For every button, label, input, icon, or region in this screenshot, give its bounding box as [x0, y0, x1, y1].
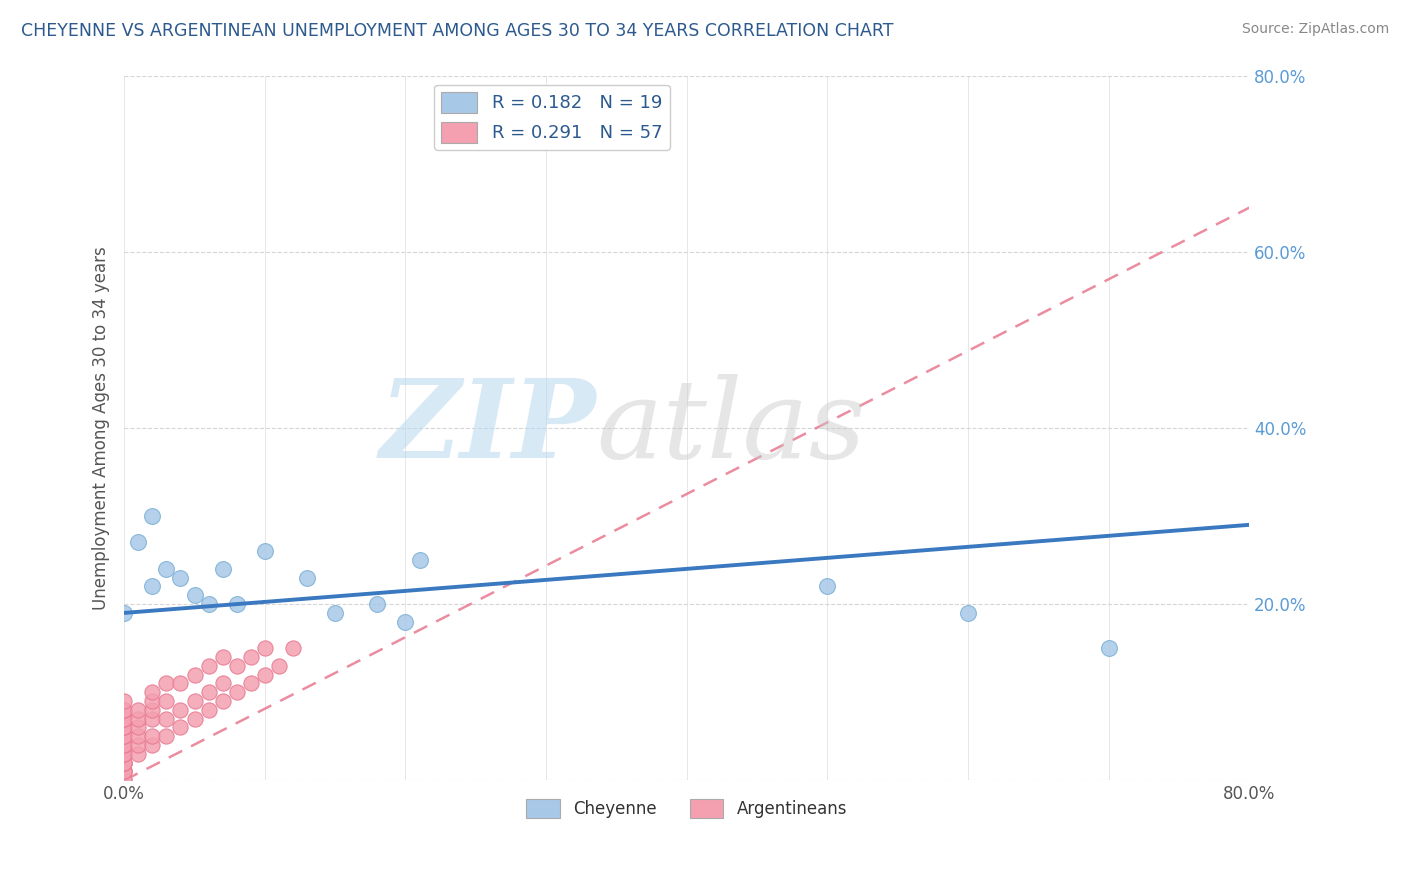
Point [169, 571, 191, 585]
Point [141, 738, 163, 752]
Point [295, 571, 318, 585]
Point [127, 712, 149, 726]
Point [141, 685, 163, 699]
Point [127, 729, 149, 743]
Point [141, 508, 163, 523]
Point [239, 676, 262, 690]
Point [183, 588, 205, 602]
Point [155, 712, 177, 726]
Point [183, 712, 205, 726]
Point [112, 747, 135, 761]
Point [183, 694, 205, 708]
Point [408, 553, 430, 567]
Point [112, 606, 135, 620]
Point [225, 597, 247, 611]
Text: ZIP: ZIP [380, 374, 596, 482]
Point [141, 694, 163, 708]
Point [815, 579, 838, 593]
Point [225, 685, 247, 699]
Point [155, 562, 177, 576]
Point [112, 747, 135, 761]
Point [211, 676, 233, 690]
Text: atlas: atlas [596, 374, 866, 482]
Legend: Cheyenne, Argentineans: Cheyenne, Argentineans [520, 792, 853, 825]
Point [127, 747, 149, 761]
Point [141, 703, 163, 717]
Y-axis label: Unemployment Among Ages 30 to 34 years: Unemployment Among Ages 30 to 34 years [93, 246, 110, 610]
Point [323, 606, 346, 620]
Point [112, 712, 135, 726]
Point [127, 535, 149, 549]
Point [394, 615, 416, 629]
Point [112, 721, 135, 735]
Point [281, 641, 304, 656]
Point [112, 738, 135, 752]
Point [127, 703, 149, 717]
Point [155, 676, 177, 690]
Point [112, 773, 135, 788]
Point [112, 756, 135, 770]
Point [112, 764, 135, 779]
Point [197, 685, 219, 699]
Point [1098, 641, 1121, 656]
Point [112, 756, 135, 770]
Text: CHEYENNE VS ARGENTINEAN UNEMPLOYMENT AMONG AGES 30 TO 34 YEARS CORRELATION CHART: CHEYENNE VS ARGENTINEAN UNEMPLOYMENT AMO… [21, 22, 894, 40]
Point [112, 756, 135, 770]
Point [112, 764, 135, 779]
Point [112, 712, 135, 726]
Point [211, 650, 233, 665]
Point [197, 658, 219, 673]
Point [112, 764, 135, 779]
Point [253, 544, 276, 558]
Point [112, 703, 135, 717]
Point [112, 773, 135, 788]
Point [112, 738, 135, 752]
Point [253, 641, 276, 656]
Point [112, 729, 135, 743]
Point [127, 738, 149, 752]
Point [155, 694, 177, 708]
Point [211, 562, 233, 576]
Point [211, 694, 233, 708]
Point [141, 729, 163, 743]
Point [112, 694, 135, 708]
Point [183, 667, 205, 681]
Point [366, 597, 388, 611]
Point [267, 658, 290, 673]
Point [253, 667, 276, 681]
Point [197, 597, 219, 611]
Point [169, 676, 191, 690]
Point [112, 721, 135, 735]
Point [155, 729, 177, 743]
Point [112, 703, 135, 717]
Text: Source: ZipAtlas.com: Source: ZipAtlas.com [1241, 22, 1389, 37]
Point [141, 579, 163, 593]
Point [225, 658, 247, 673]
Point [141, 712, 163, 726]
Point [239, 650, 262, 665]
Point [127, 721, 149, 735]
Point [956, 606, 979, 620]
Point [197, 703, 219, 717]
Point [169, 703, 191, 717]
Point [112, 729, 135, 743]
Point [169, 721, 191, 735]
